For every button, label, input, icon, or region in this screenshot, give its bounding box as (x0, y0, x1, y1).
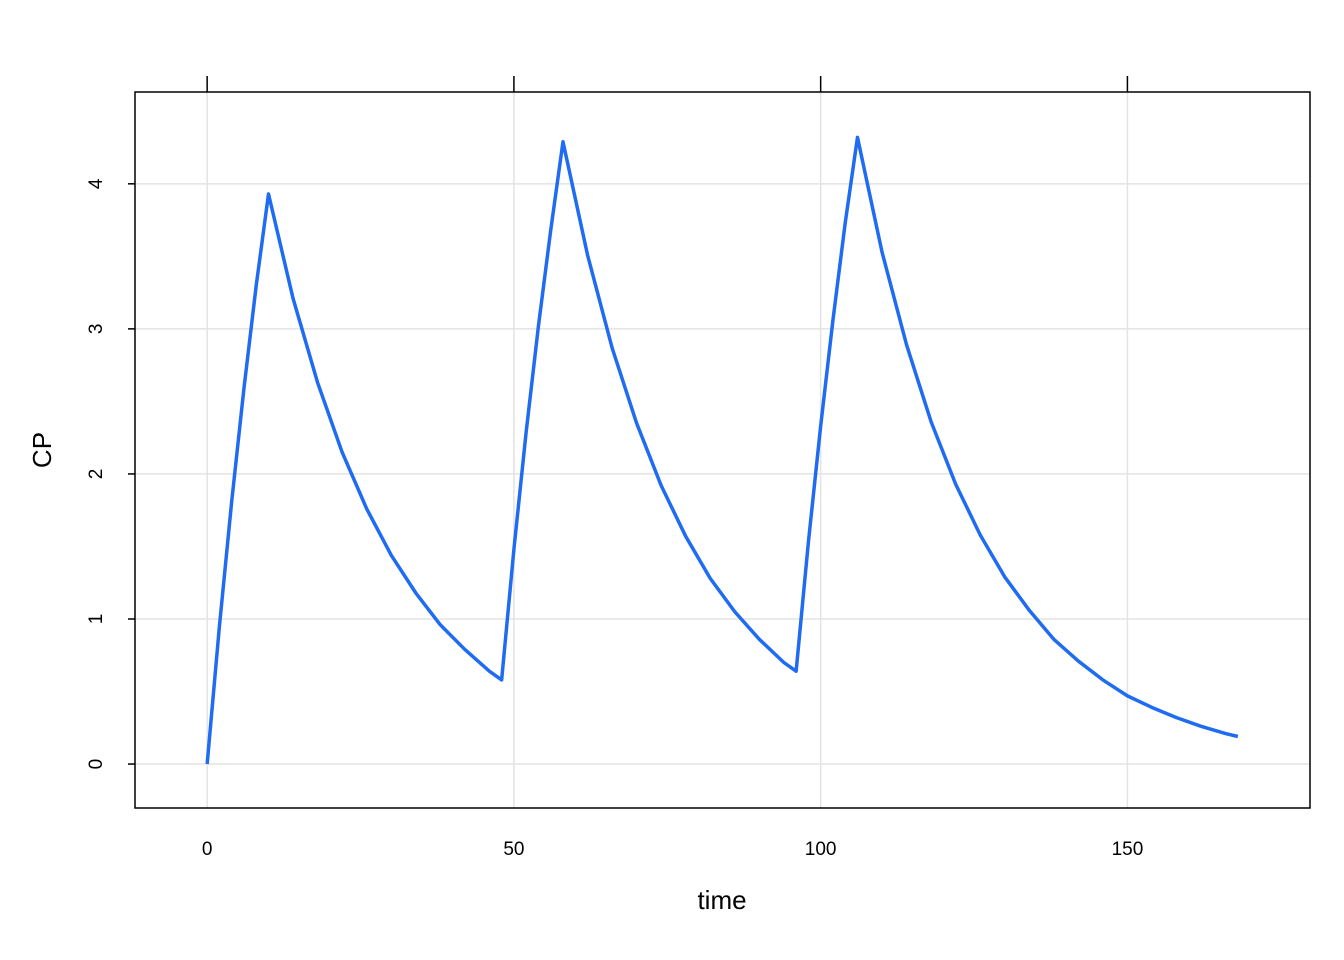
x-axis-title: time (697, 885, 746, 915)
x-tick-label: 100 (805, 839, 837, 860)
y-tick-label: 1 (86, 614, 107, 625)
plot-frame (134, 91, 1311, 809)
x-tick-label: 150 (1112, 839, 1144, 860)
y-tick-label: 0 (86, 759, 107, 770)
data-line (205, 135, 1239, 765)
y-axis-title: CP (27, 432, 57, 468)
x-tick-label: 0 (202, 839, 213, 860)
y-tick-label: 2 (86, 469, 107, 480)
y-tick-label: 4 (86, 178, 107, 189)
x-tick-label: 50 (503, 839, 524, 860)
y-tick-label: 3 (86, 324, 107, 335)
